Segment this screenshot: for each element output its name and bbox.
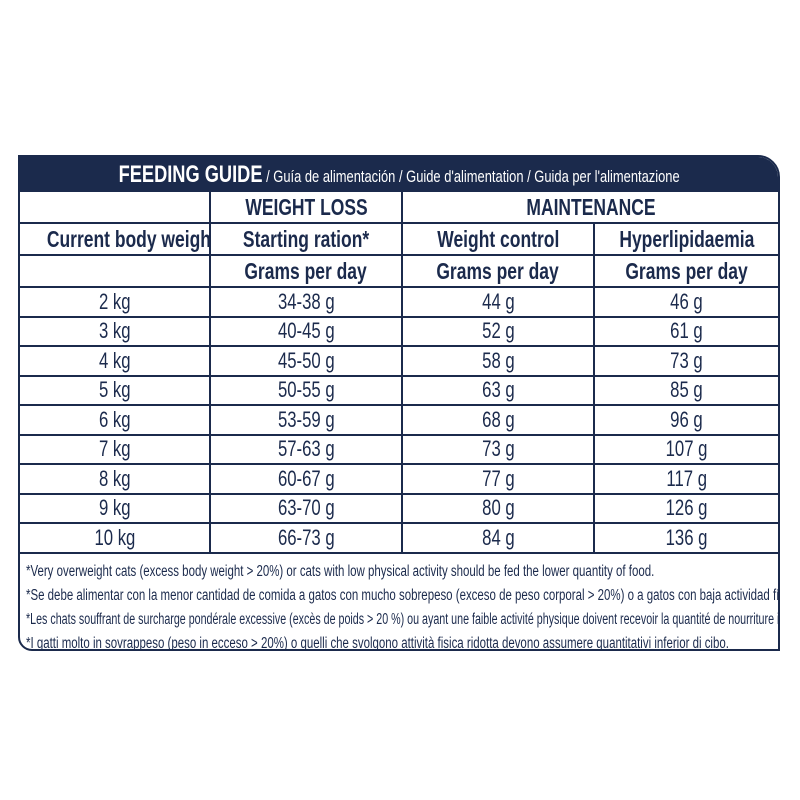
table-cell: 9 kg (20, 492, 211, 524)
table-row: 5 kg 50-55 g 63 g 85 g (20, 374, 778, 406)
table-cell: 107 g (593, 433, 778, 465)
table-cell: 4 kg (20, 345, 211, 377)
table-row: 8 kg 60-67 g 77 g 117 g (20, 463, 778, 495)
footnote: *I gatti molto in sovrappeso (peso in ec… (26, 634, 729, 651)
table-row: 4 kg 45-50 g 58 g 73 g (20, 345, 778, 377)
unit-row: Grams per day Grams per day Grams per day (20, 254, 778, 288)
footnote: *Very overweight cats (excess body weigh… (26, 562, 655, 580)
table-row: 6 kg 53-59 g 68 g 96 g (20, 404, 778, 436)
table-cell: 136 g (593, 522, 778, 554)
column-header: Weight control (401, 222, 595, 256)
footnote: *Se debe alimentar con la menor cantidad… (26, 586, 780, 604)
table-row: 2 kg 34-38 g 44 g 46 g (20, 287, 778, 318)
table-cell: 44 g (401, 287, 595, 318)
table-cell: 85 g (593, 374, 778, 406)
table-cell: 3 kg (20, 315, 211, 347)
feeding-table: WEIGHT LOSS MAINTENANCE Current body wei… (20, 192, 778, 554)
table-cell: 77 g (401, 463, 595, 495)
column-header: Current body weight (20, 222, 211, 256)
table-cell: 2 kg (20, 287, 211, 318)
table-cell: 63 g (401, 374, 595, 406)
table-cell: 80 g (401, 492, 595, 524)
footnotes: *Very overweight cats (excess body weigh… (20, 554, 780, 651)
unit-header: Grams per day (401, 254, 595, 288)
table-cell: 10 kg (20, 522, 211, 554)
group-maintenance: MAINTENANCE (401, 192, 778, 224)
column-header: Starting ration* (209, 222, 403, 256)
table-cell: 66-73 g (209, 522, 403, 554)
unit-header (20, 254, 211, 288)
table-row: 10 kg 66-73 g 84 g 136 g (20, 522, 778, 554)
table-row: 3 kg 40-45 g 52 g 61 g (20, 315, 778, 347)
table-cell: 50-55 g (209, 374, 403, 406)
feeding-guide: FEEDING GUIDE / Guía de alimentación / G… (18, 155, 780, 651)
table-cell: 6 kg (20, 404, 211, 436)
column-header-row: Current body weight Starting ration* Weigh… (20, 222, 778, 256)
table-cell: 126 g (593, 492, 778, 524)
title: FEEDING GUIDE (118, 160, 263, 188)
table-cell: 117 g (593, 463, 778, 495)
group-header-row: WEIGHT LOSS MAINTENANCE (20, 192, 778, 224)
table-cell: 63-70 g (209, 492, 403, 524)
table-cell: 73 g (593, 345, 778, 377)
table-row: 7 kg 57-63 g 73 g 107 g (20, 433, 778, 465)
table-cell: 40-45 g (209, 315, 403, 347)
table-cell: 84 g (401, 522, 595, 554)
table-cell: 53-59 g (209, 404, 403, 436)
table-cell: 7 kg (20, 433, 211, 465)
table-cell: 5 kg (20, 374, 211, 406)
table-cell: 96 g (593, 404, 778, 436)
table-cell: 52 g (401, 315, 595, 347)
table-cell: 8 kg (20, 463, 211, 495)
subtitle: / Guía de alimentación / Guide d'aliment… (262, 166, 680, 186)
table-cell: 57-63 g (209, 433, 403, 465)
column-header: Hyperlipidaemia (593, 222, 778, 256)
table-cell: 34-38 g (209, 287, 403, 318)
table-cell: 58 g (401, 345, 595, 377)
table-cell: 73 g (401, 433, 595, 465)
table-cell: 46 g (593, 287, 778, 318)
table-cell: 68 g (401, 404, 595, 436)
footnote: *Les chats souffrant de surcharge pondér… (26, 610, 780, 628)
table-cell: 45-50 g (209, 345, 403, 377)
group-weight-loss: WEIGHT LOSS (209, 192, 403, 224)
unit-header: Grams per day (593, 254, 778, 288)
unit-header: Grams per day (209, 254, 403, 288)
table-row: 9 kg 63-70 g 80 g 126 g (20, 492, 778, 524)
table-cell: 61 g (593, 315, 778, 347)
table-cell: 60-67 g (209, 463, 403, 495)
feeding-guide-header: FEEDING GUIDE / Guía de alimentación / G… (20, 157, 778, 192)
